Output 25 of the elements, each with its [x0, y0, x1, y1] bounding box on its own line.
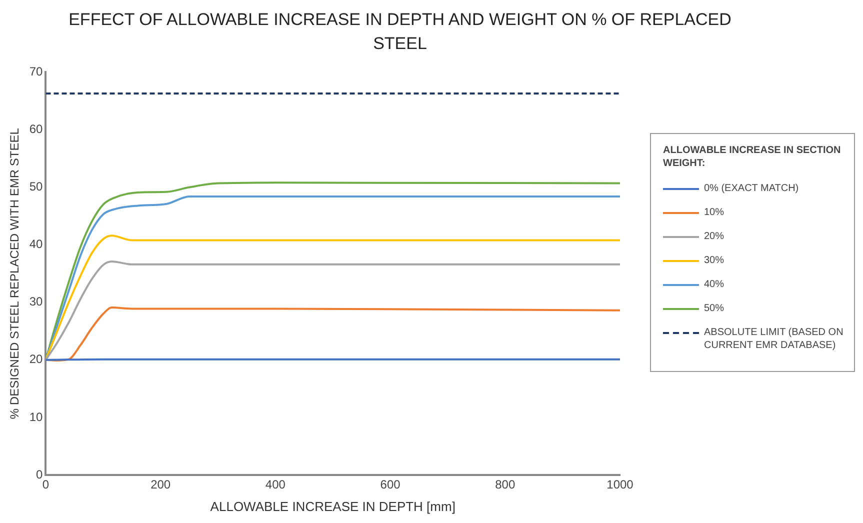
- legend-label: 20%: [704, 230, 724, 243]
- x-tick-label: 600: [380, 478, 401, 492]
- y-tick-label: 50: [29, 180, 44, 194]
- legend-label: 10%: [704, 206, 724, 219]
- x-tick-label: 200: [150, 478, 171, 492]
- x-tick-label: 800: [495, 478, 516, 492]
- line-series: [46, 260, 620, 361]
- chart-title: EFFECT OF ALLOWABLE INCREASE IN DEPTH AND WEIGHT ON % OF REPLACED STEEL: [68, 9, 732, 55]
- legend-label: 40%: [704, 278, 724, 291]
- y-tick-label: 30: [29, 294, 44, 309]
- legend-title: ALLOWABLE INCREASE IN SECTION WEIGHT:: [663, 144, 842, 170]
- legend-label: 30%: [704, 254, 724, 267]
- legend-label: 50%: [704, 302, 724, 315]
- y-axis-title: % DESIGNED STEEL REPLACED WITH EMR STEEL: [8, 128, 22, 420]
- x-axis-title: ALLOWABLE INCREASE IN DEPTH [mm]: [210, 498, 456, 514]
- y-tick-label: 0: [36, 467, 44, 482]
- y-tick-label: 20: [29, 352, 44, 366]
- y-tick-label: 70: [29, 64, 44, 79]
- y-tick-label: 60: [29, 122, 44, 136]
- x-tick-label: 1000: [606, 478, 634, 492]
- legend-label: ABSOLUTE LIMIT (BASED ON CURRENT EMR DATABASE): [704, 326, 844, 352]
- y-tick-label: 40: [29, 237, 44, 252]
- x-tick-label: 400: [265, 478, 286, 492]
- y-tick-label: 10: [29, 410, 44, 424]
- legend-label: 0% (EXACT MATCH): [704, 182, 799, 195]
